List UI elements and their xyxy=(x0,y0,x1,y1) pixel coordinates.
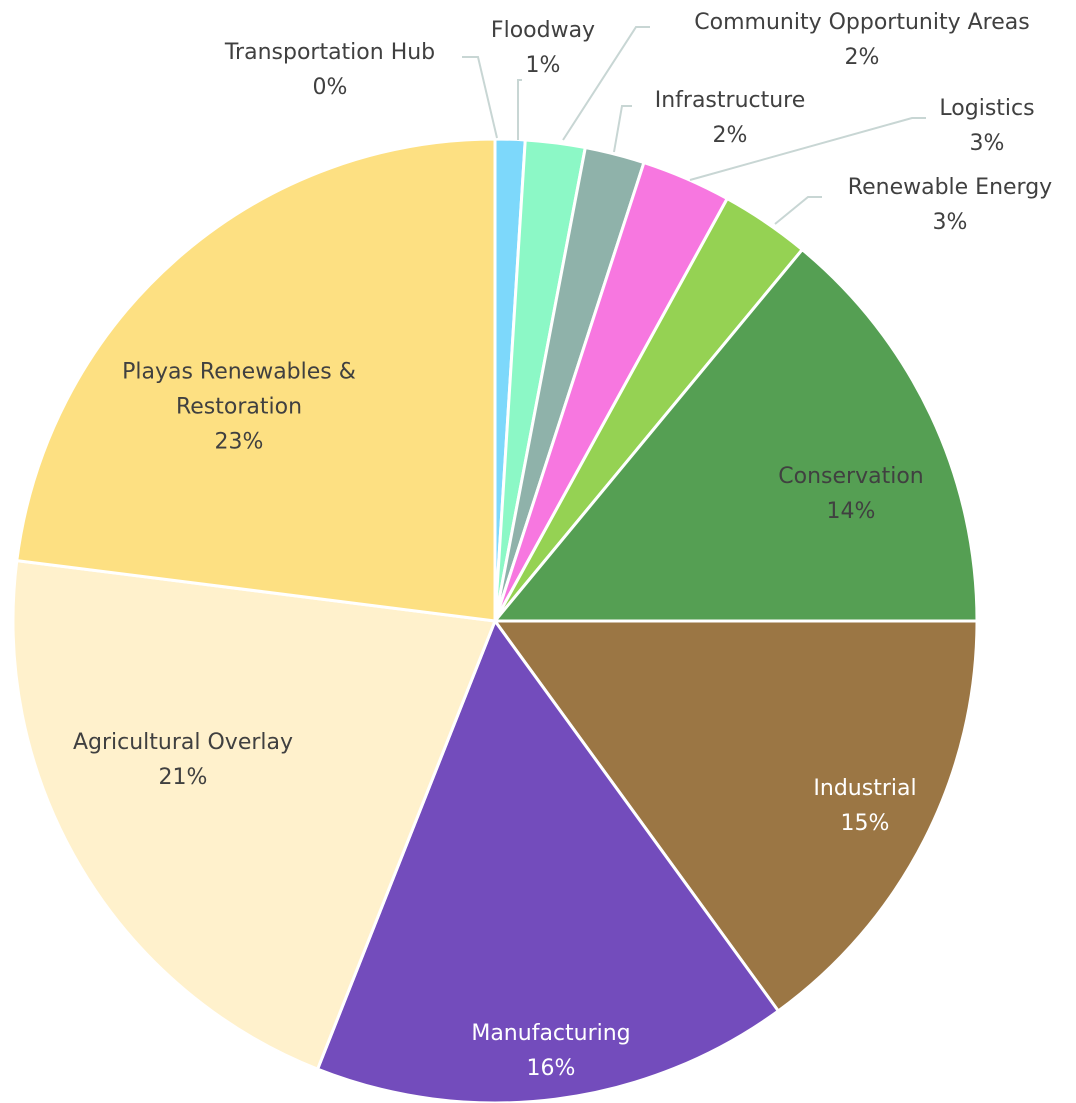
slice-value: 14% xyxy=(826,499,876,524)
pie-slice xyxy=(15,137,497,623)
slice-name: Manufacturing xyxy=(471,1021,631,1046)
slice-label: Conservation 14% xyxy=(778,459,923,529)
leader-line xyxy=(562,26,650,141)
slice-label: Playas Renewables & Restoration 23% xyxy=(104,355,374,460)
pie-slice xyxy=(493,619,979,1013)
slice-value: 3% xyxy=(932,210,968,235)
slice-name: Renewable Energy xyxy=(847,175,1053,200)
slice-label: Manufacturing 16% xyxy=(471,1016,630,1086)
slice-value: 21% xyxy=(158,765,208,790)
slice-name: Logistics xyxy=(939,96,1035,121)
leader-line xyxy=(774,196,822,225)
pie-slice xyxy=(11,559,497,1071)
leader-line xyxy=(462,56,498,139)
slice-value: 1% xyxy=(525,53,561,78)
pie-slice xyxy=(493,248,979,623)
slice-label: Industrial 15% xyxy=(813,771,916,841)
slice-value: 15% xyxy=(840,811,890,836)
slice-name: Floodway xyxy=(490,18,596,43)
pie-slice xyxy=(316,619,780,1103)
slice-value: 3% xyxy=(969,131,1005,156)
leader-line xyxy=(613,105,632,153)
slice-label: Community Opportunity Areas 2% xyxy=(694,5,1029,75)
slice-label: Agricultural Overlay 21% xyxy=(73,725,293,795)
leader-line xyxy=(689,117,926,181)
slice-name: Community Opportunity Areas xyxy=(694,10,1030,35)
slice-value: 23% xyxy=(214,429,264,455)
slice-name: Agricultural Overlay xyxy=(72,730,294,755)
leader-line xyxy=(517,79,522,140)
slice-value: 2% xyxy=(712,123,748,148)
slice-value: 0% xyxy=(312,75,348,100)
slice-name: Playas Renewables & Restoration xyxy=(122,359,356,420)
slice-value: 16% xyxy=(526,1056,576,1081)
slice-name: Industrial xyxy=(813,776,917,801)
slice-label: Renewable Energy 3% xyxy=(848,170,1052,240)
slice-label: Infrastructure 2% xyxy=(655,83,806,153)
slice-value: 2% xyxy=(844,45,880,70)
slice-label: Floodway 1% xyxy=(491,13,595,83)
slice-name: Transportation Hub xyxy=(224,40,436,65)
slice-name: Conservation xyxy=(778,464,924,489)
slice-name: Infrastructure xyxy=(654,88,806,113)
slice-label: Logistics 3% xyxy=(939,91,1034,161)
slice-label: Transportation Hub 0% xyxy=(225,35,435,105)
